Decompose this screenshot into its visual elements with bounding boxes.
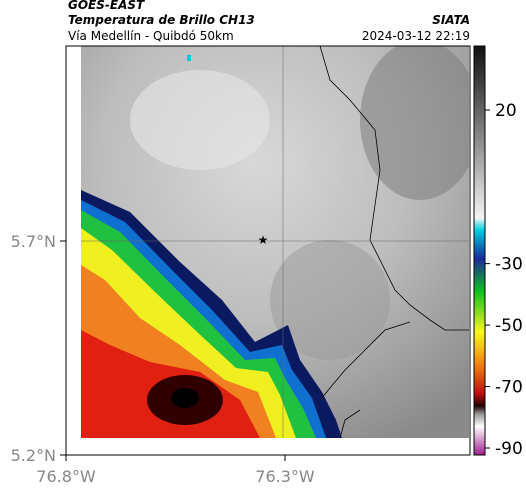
y-label: 5.7°N — [11, 232, 56, 251]
colorbar-label: 20 — [495, 101, 517, 121]
y-label: 5.2°N — [11, 446, 56, 465]
subtitle: Temperatura de Brillo CH13 — [68, 13, 255, 27]
colorbar-label: -90 — [495, 439, 523, 459]
colorbar-ticks: 20 -30 -50 -70 -90 — [485, 101, 523, 459]
x-label: 76.3°W — [255, 467, 315, 486]
source: SIATA — [432, 13, 470, 27]
title: GOES-EAST — [68, 0, 145, 12]
map-image — [81, 46, 469, 438]
colorbar-label: -70 — [495, 378, 523, 398]
colorbar-label: -50 — [495, 316, 523, 336]
x-label: 76.8°W — [36, 467, 96, 486]
timestamp: 2024-03-12 22:19 — [362, 29, 470, 43]
colorbar-label: -30 — [495, 255, 523, 275]
route: Vía Medellín - Quibdó 50km — [68, 29, 234, 43]
colorbar — [473, 45, 486, 456]
city-marker: ★ — [258, 233, 269, 247]
map-frame — [65, 45, 471, 456]
